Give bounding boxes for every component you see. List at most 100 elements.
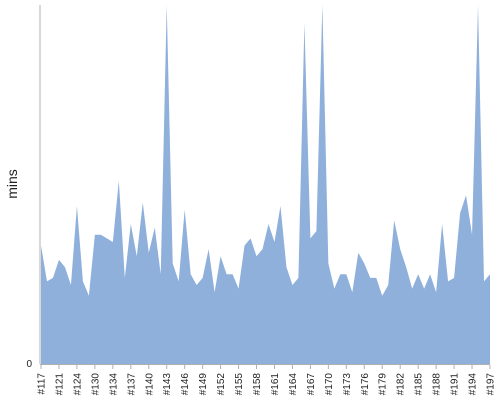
data-point (238, 288, 240, 290)
data-point (52, 277, 54, 279)
data-point (220, 255, 222, 257)
x-tick-label: #164 (288, 373, 299, 396)
plot-area (41, 4, 491, 364)
x-tick-label: #161 (270, 373, 281, 396)
data-point (118, 180, 120, 182)
data-point (453, 277, 455, 279)
data-point (100, 234, 102, 236)
data-point (214, 291, 216, 293)
data-point (411, 288, 413, 290)
data-point (208, 248, 210, 250)
data-point (172, 262, 174, 264)
data-point (124, 277, 126, 279)
x-tick-label: #176 (360, 373, 371, 396)
x-tick-label: #117 (37, 373, 48, 395)
axes: 0 #117 #121 #124 #130 #134 #137 #140 #143 #146 #14… (26, 5, 497, 396)
data-point (130, 223, 132, 225)
data-point (321, 4, 323, 6)
x-tick-label: #167 (306, 373, 317, 396)
data-point (166, 4, 168, 6)
data-point (256, 255, 258, 257)
data-point (64, 266, 66, 268)
data-point (477, 4, 479, 6)
data-point (315, 230, 317, 232)
data-point (196, 284, 198, 286)
data-point (142, 201, 144, 203)
data-point (184, 209, 186, 211)
x-tick-label: #134 (108, 373, 119, 396)
area-series (41, 5, 490, 364)
data-point (154, 227, 156, 229)
data-point (291, 284, 293, 286)
data-point (279, 205, 281, 207)
data-point (160, 273, 162, 275)
data-point (232, 273, 234, 275)
data-point (178, 280, 180, 282)
x-tick-label: #173 (342, 373, 353, 396)
data-point (423, 288, 425, 290)
data-point (297, 277, 299, 279)
data-point (489, 273, 491, 275)
data-point (82, 280, 84, 282)
data-point (70, 284, 72, 286)
data-point (244, 245, 246, 247)
x-tick-label: #124 (72, 373, 83, 396)
data-point (226, 273, 228, 275)
data-point (112, 241, 114, 243)
x-tick-label: #197 (486, 373, 497, 396)
data-point (471, 234, 473, 236)
data-point (483, 280, 485, 282)
x-tick-label: #179 (378, 373, 389, 396)
data-point (351, 291, 353, 293)
data-point (363, 262, 365, 264)
data-point (88, 295, 90, 297)
data-point (435, 291, 437, 293)
data-point (76, 205, 78, 207)
data-point (262, 248, 264, 250)
x-tick-label: #191 (450, 373, 461, 396)
data-point (381, 295, 383, 297)
x-tick-label: #137 (126, 373, 137, 396)
data-point (357, 252, 359, 254)
x-tick-label: #182 (396, 373, 407, 396)
x-tick-label: #130 (90, 373, 101, 396)
data-point (339, 273, 341, 275)
data-point (429, 273, 431, 275)
data-point (94, 234, 96, 236)
data-point (309, 237, 311, 239)
data-point (106, 237, 108, 239)
x-tick-label: #185 (414, 373, 425, 396)
data-point (369, 277, 371, 279)
data-point (303, 22, 305, 24)
data-point (465, 194, 467, 196)
data-point (46, 280, 48, 282)
x-tick-label: #170 (324, 373, 335, 396)
x-tick-label: #152 (216, 373, 227, 396)
data-point (148, 252, 150, 254)
data-point (327, 262, 329, 264)
data-point (375, 277, 377, 279)
data-point (447, 280, 449, 282)
x-tick-label: #158 (252, 373, 263, 396)
x-tick-label: #149 (198, 373, 209, 396)
data-point (58, 259, 60, 261)
y-axis-title: mins (4, 169, 20, 199)
y-tick-label: 0 (26, 359, 32, 370)
x-tick-label: #194 (468, 373, 479, 396)
data-point (459, 212, 461, 214)
data-point (285, 266, 287, 268)
data-point (136, 255, 138, 257)
data-point (267, 223, 269, 225)
x-tick-label: #121 (54, 373, 65, 396)
data-point (393, 219, 395, 221)
data-point (441, 223, 443, 225)
data-point (417, 273, 419, 275)
data-point (250, 237, 252, 239)
data-point (273, 241, 275, 243)
data-point (333, 288, 335, 290)
data-point (345, 273, 347, 275)
data-point (405, 266, 407, 268)
data-point (190, 273, 192, 275)
